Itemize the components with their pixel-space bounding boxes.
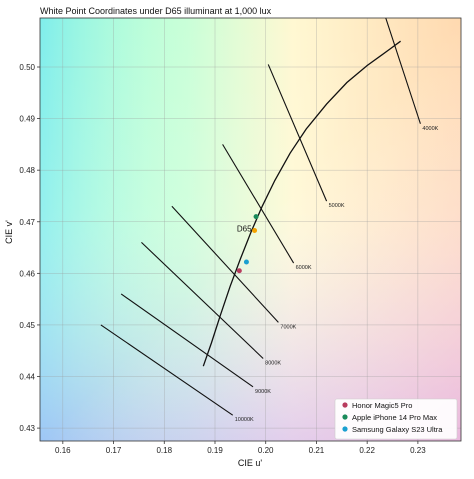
legend-marker — [342, 426, 348, 432]
y-tick-label: 0.49 — [19, 115, 35, 124]
isotherm-line — [141, 241, 264, 359]
legend-entry: Honor Magic5 Pro — [352, 401, 412, 410]
isotherm-label: 5000K — [329, 203, 345, 209]
legend-entry: Samsung Galaxy S23 Ultra — [352, 425, 443, 434]
x-tick-label: 0.19 — [207, 446, 223, 455]
x-tick-label: 0.20 — [258, 446, 274, 455]
isotherm-label: 9000K — [255, 389, 271, 395]
isotherm-label: 4000K — [422, 126, 438, 132]
locus-layer: 4000K 5000K 6000K 7000K 8000K 9000K 10000K — [100, 18, 439, 423]
point-layer: D65 — [236, 214, 259, 274]
isotherm-line — [100, 324, 234, 416]
isotherm-line — [222, 144, 295, 264]
y-axis-label: CIE v' — [4, 220, 14, 244]
y-tick-label: 0.47 — [19, 218, 35, 227]
y-tick-label: 0.45 — [19, 321, 35, 330]
planckian-locus — [202, 40, 401, 367]
x-tick-label: 0.23 — [410, 446, 426, 455]
legend-box — [334, 398, 458, 440]
legend-entry: Apple iPhone 14 Pro Max — [352, 413, 437, 422]
y-tick-label: 0.46 — [19, 269, 35, 278]
x-tick-label: 0.21 — [309, 446, 325, 455]
y-tick-label: 0.48 — [19, 166, 35, 175]
isotherm-line — [385, 18, 421, 124]
x-tick-label: 0.22 — [359, 446, 375, 455]
device-point — [243, 259, 249, 265]
d65-point — [252, 228, 258, 234]
isotherm-line — [120, 293, 254, 388]
x-tick-label: 0.17 — [106, 446, 122, 455]
isotherm-label: 7000K — [280, 324, 296, 330]
plot-frame — [39, 17, 462, 442]
isotherm-line — [171, 205, 279, 323]
plot-area — [40, 18, 461, 441]
isotherm-label: 6000K — [296, 265, 312, 271]
legend-marker — [342, 402, 348, 408]
y-tick-label: 0.50 — [19, 63, 35, 72]
isotherm-label: 10000K — [235, 417, 254, 423]
legend: Honor Magic5 Pro Apple iPhone 14 Pro Max S… — [334, 398, 458, 440]
x-tick-label: 0.18 — [156, 446, 172, 455]
chart-title: White Point Coordinates under D65 illumi… — [40, 6, 272, 16]
isotherm-label: 8000K — [265, 360, 281, 366]
x-axis-label: CIE u' — [238, 458, 263, 468]
x-tick-label: 0.16 — [55, 446, 71, 455]
isotherm-line — [267, 64, 328, 202]
device-point — [253, 214, 259, 220]
legend-marker — [342, 414, 348, 420]
d65-label: D65 — [237, 225, 252, 234]
plot-background-corner-tint — [40, 18, 461, 441]
device-point — [236, 268, 242, 274]
y-tick-label: 0.43 — [19, 424, 35, 433]
grid — [40, 18, 461, 441]
axes: 0.16 0.17 0.18 0.19 0.20 0.21 0.22 0.23 0.43 0.44… — [19, 63, 426, 455]
y-tick-label: 0.44 — [19, 373, 35, 382]
